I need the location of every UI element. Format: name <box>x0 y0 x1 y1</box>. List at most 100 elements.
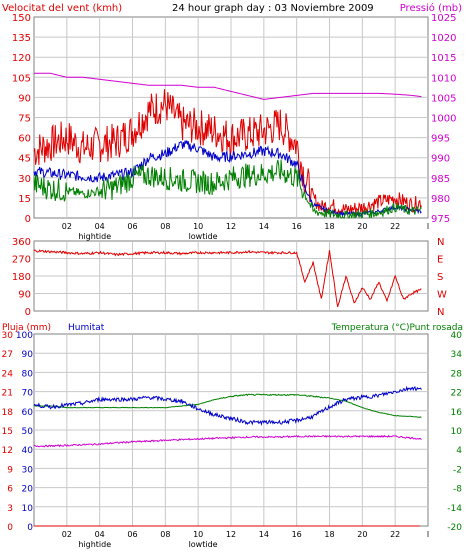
tide-label: lowtide <box>189 540 218 549</box>
compass-axis-tick: E <box>437 255 443 266</box>
pressure-axis-tick: 1020 <box>431 33 456 44</box>
tide-label: hightide <box>78 540 111 549</box>
compass-axis-tick: S <box>437 272 443 283</box>
compass-axis-tick: N <box>437 307 444 318</box>
x-tick-label: 08 <box>160 222 170 231</box>
humidity-axis-tick: 90 <box>22 350 34 360</box>
header-right-label: Pressió (mb) <box>400 2 462 14</box>
rain-axis-tick: 6 <box>7 485 13 495</box>
direction-axis-tick: 270 <box>12 255 31 266</box>
rain-axis-tick: 0 <box>7 523 13 533</box>
rain-axis-tick: 12 <box>2 446 13 456</box>
humidity-axis-tick: 70 <box>22 389 34 399</box>
x-tick-label: 06 <box>127 222 137 231</box>
pressure-axis-tick: 990 <box>431 154 450 165</box>
wind-gust-line <box>33 140 422 218</box>
x-tick-label: 04 <box>95 222 105 231</box>
wind-axis-tick: 150 <box>12 13 31 24</box>
direction-axis-tick: 90 <box>18 290 31 301</box>
x-tick-label: 16 <box>292 530 302 539</box>
dewpoint-line <box>33 434 422 448</box>
wind-axis-tick: 15 <box>18 194 31 205</box>
x-tick-label: 12 <box>226 222 236 231</box>
direction-axis-tick: 0 <box>25 307 31 318</box>
x-tick-label: 14 <box>259 222 269 231</box>
pressure-axis-tick: 975 <box>431 214 450 225</box>
compass-axis-tick: N <box>437 237 444 248</box>
x-tick-label: 02 <box>62 222 72 231</box>
rain-axis-title: Pluja (mm) <box>2 323 51 333</box>
header-left-label: Velocitat del vent (kmh) <box>2 3 122 14</box>
humidity-line <box>33 385 422 427</box>
wind-average-line <box>33 159 422 219</box>
direction-axis-tick: 360 <box>12 237 31 248</box>
wind-speed-line <box>33 89 422 216</box>
pressure-line <box>34 72 422 100</box>
rain-axis-tick: 27 <box>2 350 13 360</box>
x-tick-label: 22 <box>390 222 400 231</box>
temperature-axis-tick: 40 <box>451 331 463 341</box>
humidity-axis-tick: 80 <box>22 369 34 379</box>
compass-axis-tick: W <box>437 290 447 301</box>
humidity-axis-tick: 60 <box>22 408 34 418</box>
temperature-axis-tick: 34 <box>451 350 463 360</box>
x-tick-label: 14 <box>259 530 269 539</box>
rain-axis-tick: 9 <box>7 465 13 475</box>
wind-direction-line <box>33 249 422 308</box>
temperature-line <box>33 393 422 418</box>
pressure-axis-tick: 985 <box>431 174 450 185</box>
temperature-axis-tick: 4 <box>456 446 462 456</box>
rain-axis-tick: 15 <box>2 427 13 437</box>
temperature-axis-tick: -14 <box>447 504 462 514</box>
temperature-axis-tick: 16 <box>451 408 463 418</box>
temperature-axis-tick: 28 <box>451 369 463 379</box>
direction-axis-tick: 180 <box>12 272 31 283</box>
humidity-axis-tick: 50 <box>22 427 34 437</box>
x-tick-label: 12 <box>226 530 236 539</box>
temperature-axis-tick: -2 <box>453 465 462 475</box>
x-tick-label: 08 <box>160 530 170 539</box>
wind-axis-tick: 135 <box>12 33 31 44</box>
wind-axis-tick: 60 <box>18 134 31 145</box>
rain-axis-tick: 24 <box>2 369 14 379</box>
pressure-axis-tick: 980 <box>431 194 450 205</box>
x-tick-label: 20 <box>357 530 367 539</box>
rain-axis-tick: 30 <box>2 331 14 341</box>
pressure-axis-tick: 1005 <box>431 93 456 104</box>
tide-label: lowtide <box>189 232 218 241</box>
x-tick-label: 02 <box>62 530 72 539</box>
pressure-axis-tick: 1010 <box>431 73 456 84</box>
x-tick-label: 10 <box>193 222 203 231</box>
x-tick-label: 18 <box>324 222 334 231</box>
pressure-axis-tick: 1015 <box>431 53 456 64</box>
humidity-axis-tick: 10 <box>22 504 34 514</box>
x-tick-label: l <box>427 222 429 231</box>
x-tick-label: 10 <box>193 530 203 539</box>
pressure-axis-tick: 1000 <box>431 114 456 125</box>
tide-label: hightide <box>78 232 111 241</box>
wind-axis-tick: 90 <box>18 93 31 104</box>
header-center-label: 24 hour graph day : 03 Noviembre 2009 <box>172 3 374 14</box>
x-tick-label: 22 <box>390 530 400 539</box>
wind-axis-tick: 30 <box>18 174 31 185</box>
pressure-axis-tick: 995 <box>431 134 450 145</box>
wind-axis-tick: 0 <box>25 214 31 225</box>
wind-axis-tick: 105 <box>12 73 31 84</box>
temperature-axis-tick: 22 <box>451 389 462 399</box>
wind-axis-tick: 75 <box>18 114 31 125</box>
rain-axis-tick: 21 <box>2 389 13 399</box>
x-tick-label: l <box>427 530 429 539</box>
temperature-axis-title: Temperatura (°C)Punt rosada <box>331 323 463 333</box>
x-tick-label: 16 <box>292 222 302 231</box>
humidity-axis-tick: 20 <box>22 485 34 495</box>
temperature-axis-tick: -20 <box>447 523 462 533</box>
x-tick-label: 18 <box>324 530 334 539</box>
temperature-axis-tick: 10 <box>451 427 463 437</box>
rain-axis-tick: 18 <box>2 408 14 418</box>
rain-axis-tick: 3 <box>7 504 13 514</box>
x-tick-label: 04 <box>95 530 105 539</box>
humidity-axis-tick: 100 <box>16 331 33 341</box>
